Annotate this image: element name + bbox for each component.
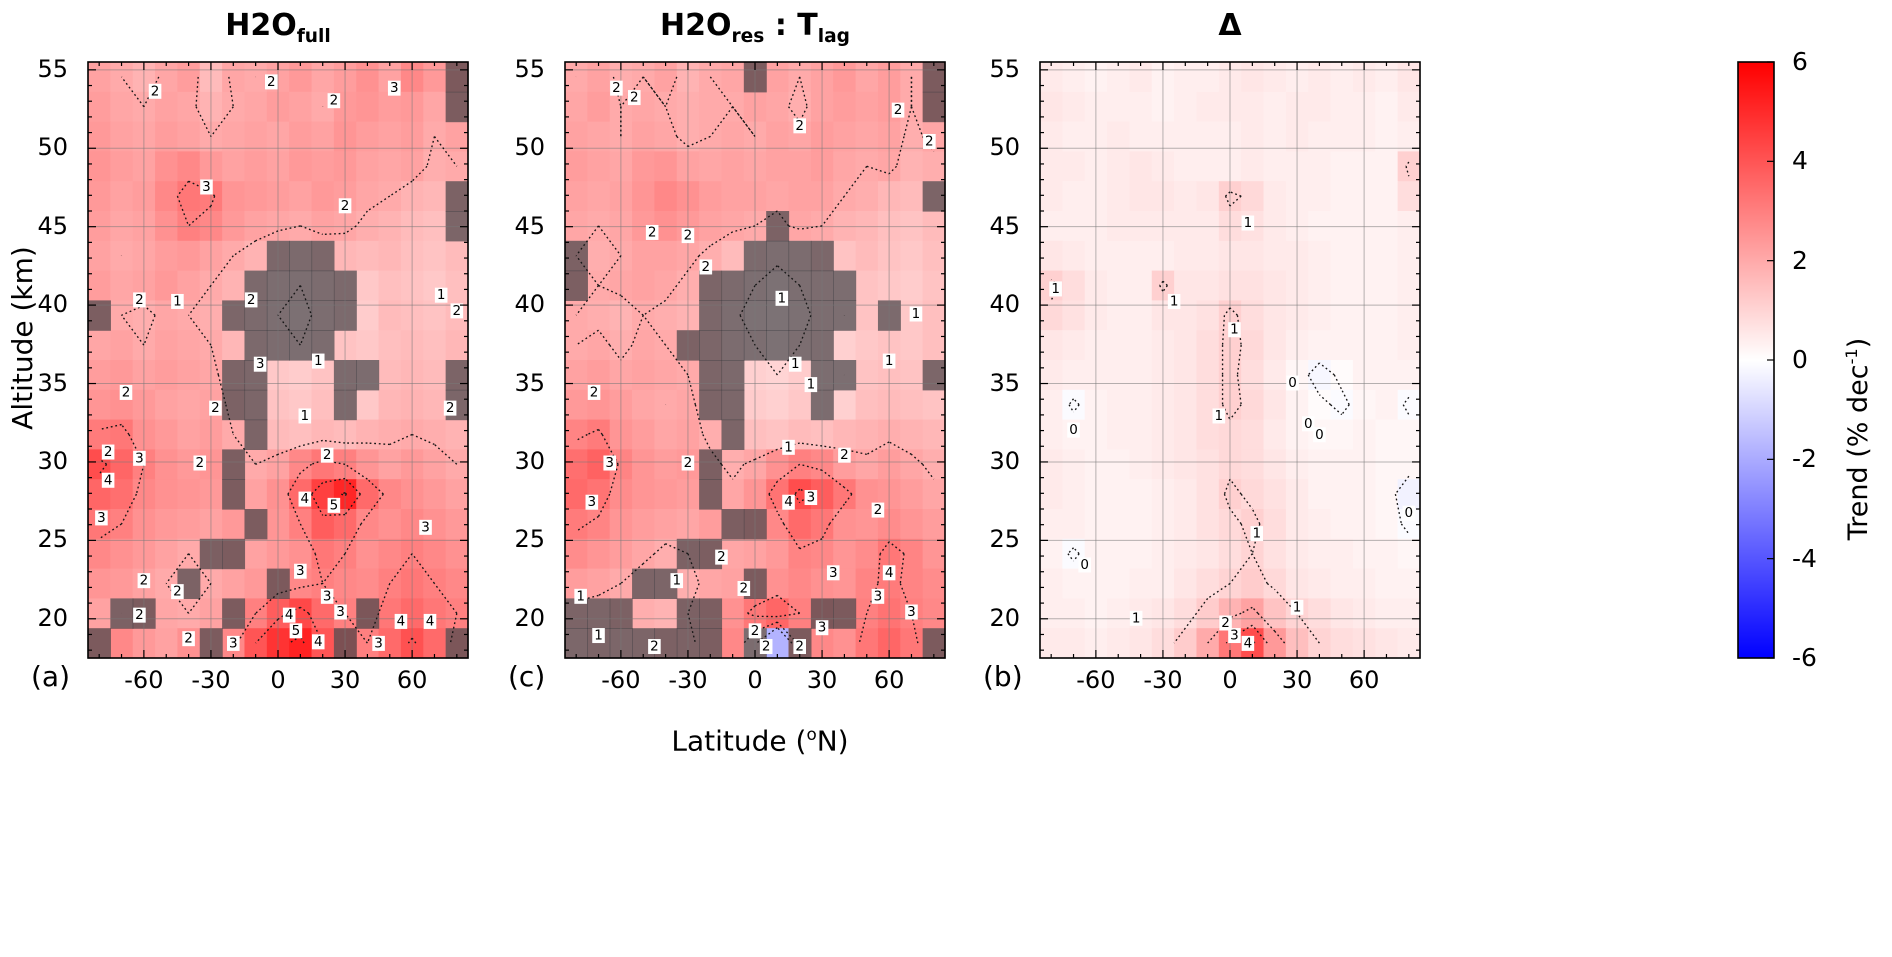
y-tick-label: 30 xyxy=(514,446,545,475)
y-tick-label: 20 xyxy=(989,603,1020,632)
y-tick-label: 55 xyxy=(989,54,1020,83)
colorbar-tick-label: 0 xyxy=(1792,345,1808,374)
y-tick-label: 50 xyxy=(514,133,545,162)
y-tick-label: 35 xyxy=(37,368,68,397)
panel-b-tag: (b) xyxy=(983,660,1023,693)
panel-c-title-sub2: lag xyxy=(817,26,850,47)
y-tick-label: 35 xyxy=(989,368,1020,397)
y-tick-label: 50 xyxy=(37,133,68,162)
x-tick-label: -30 xyxy=(668,666,708,694)
y-tick-label: 20 xyxy=(514,603,545,632)
y-tick-label: 35 xyxy=(514,368,545,397)
panel-a-title: H2Ofull xyxy=(76,8,480,47)
y-tick-label: 50 xyxy=(989,133,1020,162)
x-axis-label: Latitude (oN) xyxy=(560,724,960,757)
x-tick-label: -30 xyxy=(1143,666,1183,694)
panel-c-title-base: H2O xyxy=(660,8,732,43)
y-tick-label: 55 xyxy=(37,54,68,83)
colorbar-tick-label: 2 xyxy=(1792,245,1808,275)
y-tick-label: 30 xyxy=(37,446,68,475)
x-axis-label-pre: Latitude ( xyxy=(671,724,807,758)
x-tick-label: 60 xyxy=(1348,666,1380,694)
y-tick-label: 40 xyxy=(989,290,1020,319)
panel-b-title-base: Δ xyxy=(1218,8,1242,43)
x-tick-label: 60 xyxy=(873,666,905,694)
x-tick-label: 0 xyxy=(270,666,286,694)
panel-a-tag: (a) xyxy=(31,660,71,693)
panel-c: H2Ores : Tlag (c) -60 -30 0 30 60 20 25 30 35 40 4… xyxy=(508,8,957,750)
y-tick-label: 25 xyxy=(37,525,68,554)
panel-c-title: H2Ores : Tlag xyxy=(553,8,957,47)
y-tick-label: 20 xyxy=(37,603,68,632)
y-tick-label: 40 xyxy=(514,290,545,319)
panel-a-canvas xyxy=(76,50,480,670)
panel-c-title-sub: res xyxy=(731,26,765,47)
x-tick-label: -60 xyxy=(601,666,641,694)
y-tick-label: 25 xyxy=(989,525,1020,554)
y-tick-label: 45 xyxy=(989,211,1020,240)
colorbar-tick-label: -6 xyxy=(1792,643,1817,672)
x-tick-label: -60 xyxy=(124,666,164,694)
x-tick-label: 30 xyxy=(1281,666,1313,694)
colorbar-tick-label: -4 xyxy=(1792,543,1817,573)
panel-b-canvas xyxy=(1028,50,1432,670)
x-axis-label-post: N) xyxy=(816,724,849,758)
colorbar-tick-label: 4 xyxy=(1792,146,1808,176)
y-tick-label: 30 xyxy=(989,446,1020,475)
x-tick-label: -60 xyxy=(1076,666,1116,694)
x-tick-label: 0 xyxy=(747,666,763,694)
panel-b-title: Δ xyxy=(1028,8,1432,43)
y-tick-label: 40 xyxy=(37,290,68,319)
y-tick-label: 55 xyxy=(514,54,545,83)
panel-b: Δ (b) -60 -30 0 30 60 20 25 30 35 40 45 50 55 xyxy=(983,8,1432,750)
panel-a: H2Ofull (a) -60 -30 0 30 60 20 25 30 35 40 45 50 55 xyxy=(31,8,480,750)
colorbar-canvas xyxy=(1726,50,1786,670)
y-tick-label: 45 xyxy=(37,211,68,240)
x-tick-label: -30 xyxy=(191,666,231,694)
panel-c-canvas xyxy=(553,50,957,670)
panel-c-tag: (c) xyxy=(508,660,546,693)
panel-a-title-sub: full xyxy=(296,26,331,47)
colorbar-label: Trend (% dec-1) xyxy=(1842,244,1874,634)
panel-a-title-base: H2O xyxy=(225,8,297,43)
x-tick-label: 30 xyxy=(329,666,361,694)
y-tick-label: 25 xyxy=(514,525,545,554)
x-tick-label: 0 xyxy=(1222,666,1238,694)
x-axis-label-sup: o xyxy=(806,724,817,744)
x-tick-label: 60 xyxy=(396,666,428,694)
colorbar-tick-label: -2 xyxy=(1792,444,1817,474)
panel-c-title-mid: : T xyxy=(764,8,818,43)
colorbar: Trend (% dec-1) 6 4 2 0 -2 -4 -6 xyxy=(1726,47,1892,750)
y-tick-label: 45 xyxy=(514,211,545,240)
colorbar-tick-label: 6 xyxy=(1792,47,1808,76)
x-tick-label: 30 xyxy=(806,666,838,694)
